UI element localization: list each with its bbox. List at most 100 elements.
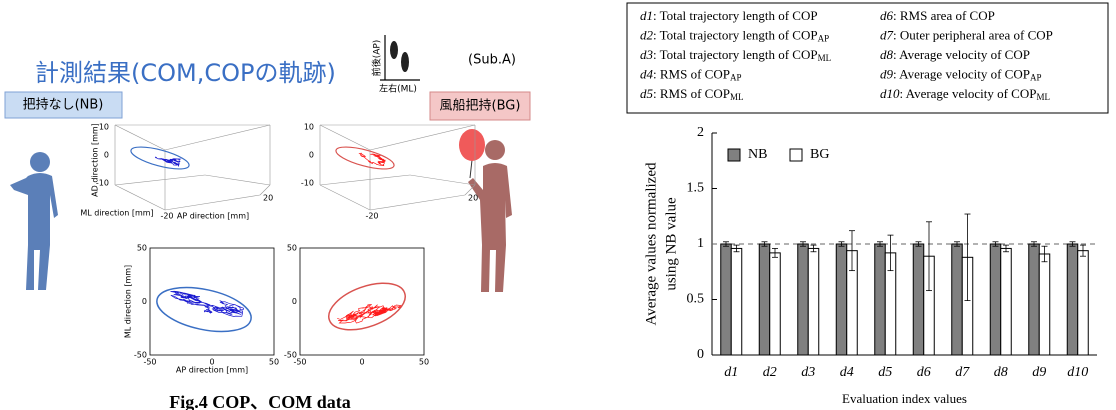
bar	[875, 244, 886, 355]
definition-text: : RMS of COP	[653, 66, 730, 81]
y-tick-label: 50	[287, 244, 297, 253]
slide-title: 計測結果(COM,COPの軌跡)	[35, 59, 336, 87]
definition-symbol: d9	[880, 66, 894, 81]
definition: d7: Outer peripheral area of COP	[880, 27, 1053, 42]
person-nb	[10, 152, 58, 290]
x-tick-label: d4	[840, 365, 854, 380]
definition: d1: Total trajectory length of COP	[640, 8, 818, 23]
ellipse	[129, 143, 191, 174]
definition-text: : Total trajectory length of COP	[653, 27, 818, 42]
y-tick-label: 0.5	[687, 292, 705, 307]
box-edge	[115, 175, 205, 185]
y-tick-label: 1	[697, 236, 704, 251]
definition-symbol: d1	[640, 8, 653, 23]
box-edge	[115, 125, 165, 150]
bar	[770, 253, 781, 355]
definition-subscript: AP	[1030, 73, 1042, 83]
page: 計測結果(COM,COPの軌跡) (Sub.A) 前後(AP) 左右(ML) 把…	[0, 0, 1116, 410]
bar-chart: 00.511.52d1d2d3d4d5d6d7d8d9d10NBBGAverag…	[643, 125, 1097, 406]
y-tick-label: -50	[284, 351, 297, 360]
axis-ml-label: 左右(ML)	[379, 83, 417, 95]
axis-ap-label: 前後(AP)	[371, 40, 383, 77]
bar	[798, 244, 809, 355]
y-tick-label: 0	[292, 297, 297, 306]
definition: d4: RMS of COPAP	[640, 66, 741, 82]
definition-subscript: AP	[730, 73, 742, 83]
plot-frame	[150, 248, 274, 355]
definition-subscript: AP	[818, 34, 830, 44]
trajectory	[155, 157, 180, 166]
bar	[952, 244, 963, 355]
bar	[990, 244, 1001, 355]
definition-text: : Total trajectory length of COP	[653, 47, 818, 62]
z-tick-label: 0	[104, 151, 109, 160]
definition-symbol: d3	[640, 47, 654, 62]
bar	[1029, 244, 1040, 355]
bar	[1001, 248, 1012, 355]
legend-label: BG	[810, 147, 829, 162]
definition: d10: Average velocity of COPML	[880, 86, 1050, 102]
definition-text: : RMS of COP	[653, 86, 730, 101]
plot-frame	[300, 248, 424, 355]
x-tick-label: d9	[1032, 365, 1046, 380]
definition-symbol: d6	[880, 8, 894, 23]
definition: d6: RMS area of COP	[880, 8, 995, 23]
ap-tick-label: 20	[468, 194, 478, 203]
z-axis-label: AD direction [mm]	[91, 123, 100, 197]
definition-text: : Average velocity of COP	[893, 66, 1030, 81]
x-tick-label: d6	[917, 365, 931, 380]
z-tick-label: 10	[304, 123, 314, 132]
z-tick-label: -10	[301, 179, 314, 188]
x-tick-label: 0	[359, 358, 364, 367]
x-tick-label: d3	[801, 365, 815, 380]
y-tick-label: 2	[697, 125, 704, 140]
definition-symbol: d10	[880, 86, 900, 101]
definition-symbol: d7	[880, 27, 894, 42]
x-tick-label: d10	[1067, 365, 1088, 380]
bar	[1039, 254, 1050, 355]
definition-text: : Average velocity of COP	[900, 86, 1037, 101]
bg-label: 風船把持(BG)	[440, 99, 521, 114]
person-bg	[459, 129, 512, 292]
definition-symbol: d4	[640, 66, 654, 81]
box-edge	[205, 175, 270, 185]
ml-tick-label: -20	[160, 212, 173, 221]
y-tick-label: 1.5	[687, 181, 705, 196]
definition: d2: Total trajectory length of COPAP	[640, 27, 829, 43]
box-edge	[320, 185, 370, 210]
definition-subscript: ML	[730, 92, 744, 102]
definition-symbol: d8	[880, 47, 894, 62]
x-tick-label: d8	[994, 365, 1008, 380]
bar	[1078, 251, 1089, 355]
x-tick-label: d1	[724, 365, 738, 380]
x-tick-label: d7	[955, 365, 970, 380]
bar	[808, 248, 819, 355]
box-edge	[320, 125, 370, 150]
y-axis-label: using NB value	[663, 197, 679, 291]
ap-axis-label: AP direction [mm]	[177, 212, 249, 221]
legend-swatch	[790, 149, 802, 161]
definition: d3: Total trajectory length of COPML	[640, 47, 831, 63]
definition-text: : RMS area of COP	[893, 8, 995, 23]
box-edge	[115, 185, 165, 210]
caption: Fig.4 COP、COM data	[169, 392, 351, 410]
box-edge	[320, 175, 410, 185]
definition: d8: Average velocity of COP	[880, 47, 1030, 62]
legend-swatch	[728, 149, 740, 161]
box-edge	[165, 125, 270, 150]
definition-text: : Outer peripheral area of COP	[893, 27, 1053, 42]
x-tick-label: 50	[269, 358, 279, 367]
y-axis-label: Average values normalized	[643, 162, 659, 325]
bar	[731, 248, 742, 355]
subject: (Sub.A)	[468, 53, 516, 68]
definition-symbol: d5	[640, 86, 654, 101]
y-tick-label: 0	[697, 347, 704, 362]
figure: 計測結果(COM,COPの軌跡) (Sub.A) 前後(AP) 左右(ML) 把…	[0, 0, 1116, 410]
slide-plots: 100-10-2020AD direction [mm]ML direction…	[80, 123, 478, 375]
x-axis-label: AP direction [mm]	[176, 366, 248, 375]
bar	[721, 244, 732, 355]
definition-symbol: d2	[640, 27, 654, 42]
z-tick-label: 10	[99, 123, 109, 132]
foot-icon	[380, 35, 420, 80]
ap-tick-label: 20	[263, 194, 273, 203]
